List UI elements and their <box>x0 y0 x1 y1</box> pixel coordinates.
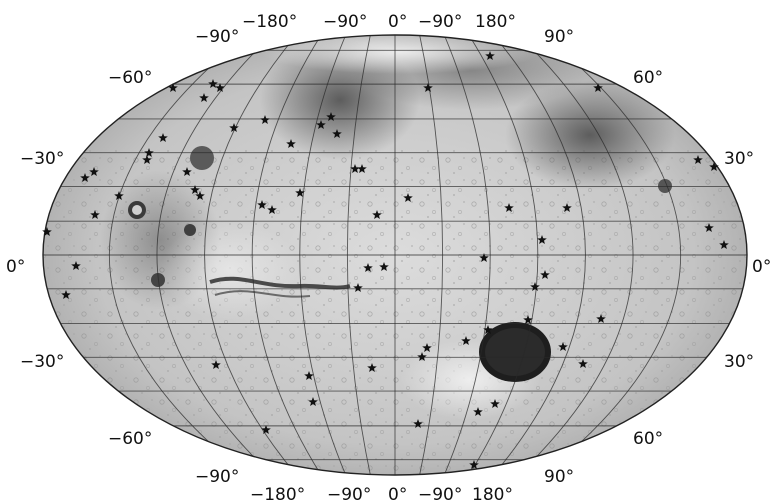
star-icon <box>229 123 239 132</box>
left-lat-label: −30° <box>20 352 64 372</box>
star-icon <box>142 155 152 164</box>
star-icon <box>215 83 225 92</box>
right-lat-label: 60° <box>633 429 663 449</box>
bottom-lon-label: −90° <box>418 485 462 502</box>
star-icon <box>353 283 363 292</box>
star-icon <box>530 282 540 291</box>
star-icon <box>469 460 479 469</box>
left-lat-label: −60° <box>108 68 152 88</box>
star-icon <box>286 139 296 148</box>
right-lat-label: 30° <box>724 149 754 169</box>
star-icon <box>144 148 154 157</box>
star-icon <box>350 164 360 173</box>
star-icon <box>461 336 471 345</box>
top-longitude-labels: −180° −90° 0° −90° 180° <box>242 12 516 32</box>
top-lon-label: 0° <box>388 12 407 32</box>
star-icon <box>473 407 483 416</box>
star-icon <box>422 343 432 352</box>
star-icon <box>261 425 271 434</box>
star-icon <box>562 203 572 212</box>
star-icon <box>295 188 305 197</box>
star-icon <box>195 191 205 200</box>
left-lat-label: −90° <box>195 467 239 487</box>
star-icon <box>71 261 81 270</box>
star-icon <box>308 397 318 406</box>
star-icon <box>578 359 588 368</box>
star-icon <box>537 235 547 244</box>
star-icon <box>199 93 209 102</box>
markers-layer <box>42 51 729 469</box>
star-icon <box>379 262 389 271</box>
star-icon <box>316 120 326 129</box>
top-lon-label: −180° <box>242 12 297 32</box>
bottom-longitude-labels: −180° −90° 0° −90° 180° <box>250 485 513 502</box>
star-icon <box>168 83 178 92</box>
star-icon <box>540 270 550 279</box>
star-icon <box>504 203 514 212</box>
top-lon-label: −90° <box>323 12 367 32</box>
left-latitude-labels: −90° −60° −30° 0° −30° −60° −90° <box>6 27 239 487</box>
right-lat-label: 90° <box>544 467 574 487</box>
star-icon <box>90 210 100 219</box>
star-icon <box>596 314 606 323</box>
star-icon <box>413 419 423 428</box>
star-icon <box>417 352 427 361</box>
left-lat-label: −90° <box>195 27 239 47</box>
star-icon <box>267 205 277 214</box>
star-icon <box>523 315 533 324</box>
left-lat-label: −60° <box>108 429 152 449</box>
graticule-lines <box>43 35 747 475</box>
left-lat-label: −30° <box>20 149 64 169</box>
star-icon <box>332 129 342 138</box>
star-icon <box>490 399 500 408</box>
star-icon <box>704 223 714 232</box>
right-lat-label: 90° <box>544 27 574 47</box>
star-icon <box>709 162 719 171</box>
star-icon <box>363 263 373 272</box>
bottom-lon-label: 180° <box>472 485 513 502</box>
bottom-lon-label: −180° <box>250 485 305 502</box>
star-icon <box>326 112 336 121</box>
star-icon <box>304 371 314 380</box>
right-latitude-labels: 90° 60° 30° 0° 30° 60° 90° <box>544 27 771 487</box>
star-icon <box>693 155 703 164</box>
top-lon-label: −90° <box>418 12 462 32</box>
star-icon <box>719 240 729 249</box>
map-outline <box>42 34 748 476</box>
star-icon <box>593 83 603 92</box>
star-icon <box>479 253 489 262</box>
star-icon <box>423 83 433 92</box>
star-icon <box>190 185 200 194</box>
top-lon-label: 180° <box>475 12 516 32</box>
right-lat-label: 0° <box>752 257 771 277</box>
star-icon <box>357 164 367 173</box>
star-icon <box>483 325 493 334</box>
star-icon <box>211 360 221 369</box>
star-icon <box>260 115 270 124</box>
star-icon <box>182 167 192 176</box>
star-icon <box>485 51 495 60</box>
bottom-lon-label: 0° <box>388 485 407 502</box>
bottom-lon-label: −90° <box>327 485 371 502</box>
right-lat-label: 60° <box>633 68 663 88</box>
star-icon <box>80 173 90 182</box>
left-lat-label: 0° <box>6 257 25 277</box>
star-icon <box>403 193 413 202</box>
star-icon <box>158 133 168 142</box>
right-lat-label: 30° <box>724 352 754 372</box>
star-icon <box>558 342 568 351</box>
star-icon <box>114 191 124 200</box>
star-icon <box>372 210 382 219</box>
star-icon <box>208 79 218 88</box>
star-icon <box>367 363 377 372</box>
star-icon <box>89 167 99 176</box>
star-icon <box>257 200 267 209</box>
star-icon <box>42 227 52 236</box>
star-icon <box>61 290 71 299</box>
